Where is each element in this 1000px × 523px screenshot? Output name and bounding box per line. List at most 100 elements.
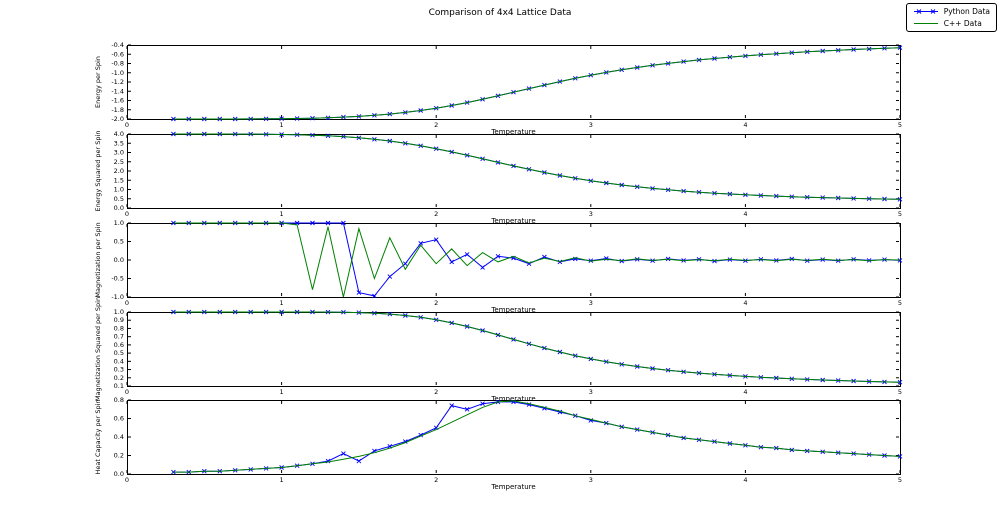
legend-item-cpp: C++ Data [913, 19, 990, 28]
y-tick-label: 0.0 [114, 204, 124, 212]
y-tick-label: -0.5 [111, 275, 124, 283]
y-tick-label: 0.8 [114, 324, 124, 332]
x-axis-label: Temperature [490, 128, 535, 136]
legend-label-cpp: C++ Data [943, 19, 982, 28]
x-tick-label: 3 [589, 299, 593, 307]
cpp-series-line [173, 47, 901, 120]
x-tick-label: 2 [434, 210, 438, 218]
x-tick-label: 2 [434, 121, 438, 129]
legend: Python Data C++ Data [905, 3, 997, 32]
y-axis-label: Heat Capacity per Spin [94, 400, 102, 475]
y-tick-label: 0.4 [114, 433, 124, 441]
x-tick-label: 1 [280, 121, 284, 129]
y-tick-label: 0.8 [114, 396, 124, 404]
python-series-markers [171, 45, 903, 122]
x-tick-label: 5 [898, 476, 902, 484]
y-tick-label: 0.1 [114, 382, 124, 390]
x-tick-label: 3 [589, 210, 593, 218]
cpp-series-line [173, 222, 901, 298]
subplot-heat-capacity: 0.0 0.2 0.4 0.6 0.8 0 1 2 3 4 5 Heat Capacity per S… [94, 396, 903, 491]
x-tick-label: 2 [434, 476, 438, 484]
x-axis-label: Temperature [490, 306, 535, 314]
y-tick-label: 0.7 [114, 333, 124, 341]
y-axis-label: Energy Squared per Spin [94, 131, 102, 212]
cpp-line-swatch [913, 23, 938, 24]
y-tick-label: 0.5 [114, 349, 124, 357]
cpp-series-line [173, 133, 901, 200]
python-line-swatch [913, 9, 938, 14]
x-axis-label: Temperature [490, 395, 535, 403]
y-tick-label: 1.0 [114, 308, 124, 316]
y-tick-label: 1.0 [114, 186, 124, 194]
axes-frame [127, 312, 901, 387]
cpp-series-line [173, 311, 901, 383]
python-series-line [173, 133, 901, 200]
y-tick-label: -2.0 [111, 115, 124, 123]
x-marker-icon [916, 9, 936, 14]
x-tick-label: 3 [589, 121, 593, 129]
y-tick-label: 0.0 [114, 470, 124, 478]
y-tick-label: 0.2 [114, 374, 124, 382]
x-tick-label: 1 [280, 476, 284, 484]
y-axis-label: Magnetization per Spin [94, 222, 102, 297]
y-tick-label: -1.0 [111, 69, 124, 77]
x-tick-label: 3 [589, 476, 593, 484]
x-tick-label: 1 [280, 388, 284, 396]
y-tick-label: 4.0 [114, 130, 124, 138]
y-tick-label: 0.5 [114, 195, 124, 203]
y-tick-label: -1.4 [111, 87, 124, 95]
y-tick-label: 3.0 [114, 149, 124, 157]
y-tick-label: 2.5 [114, 158, 124, 166]
python-series-markers [171, 399, 903, 475]
x-tick-label: 4 [743, 476, 747, 484]
y-axis-label: Energy per Spin [94, 56, 102, 108]
x-tick-label: 2 [434, 299, 438, 307]
x-tick-label: 4 [743, 388, 747, 396]
x-tick-label: 2 [434, 388, 438, 396]
y-tick-label: -1.6 [111, 97, 124, 105]
y-tick-label: -1.8 [111, 106, 124, 114]
y-tick-label: -1.0 [111, 293, 124, 301]
python-series-line [173, 311, 901, 383]
x-tick-label: 4 [743, 299, 747, 307]
y-tick-label: -0.8 [111, 60, 124, 68]
python-series-markers [171, 309, 903, 385]
y-tick-label: 1.0 [114, 219, 124, 227]
x-tick-label: 3 [589, 388, 593, 396]
x-tick-label: 0 [125, 476, 129, 484]
x-tick-label: 5 [898, 121, 902, 129]
figure-title: Comparison of 4x4 Lattice Data [428, 8, 572, 18]
x-tick-label: 0 [125, 210, 129, 218]
axes-frame [127, 400, 901, 475]
x-tick-label: 4 [743, 210, 747, 218]
y-tick-label: 0.6 [114, 415, 124, 423]
y-axis-label: Magnetization Squared per Spin [94, 297, 102, 401]
y-tick-label: 0.3 [114, 366, 124, 374]
python-series-line [173, 47, 901, 120]
x-tick-label: 0 [125, 121, 129, 129]
x-tick-label: 1 [280, 210, 284, 218]
x-tick-label: 5 [898, 388, 902, 396]
y-tick-label: -1.2 [111, 78, 124, 86]
x-tick-label: 0 [125, 388, 129, 396]
subplot-energy: -2.0-1.8-1.6 -1.4-1.2-1.0-0.8 -0.6-0.4 0 1 2 3… [94, 41, 903, 136]
y-tick-label: 2.0 [114, 167, 124, 175]
y-tick-label: -0.4 [111, 41, 124, 49]
x-tick-label: 5 [898, 210, 902, 218]
subplot-magnetization-squared: 0.10.20.30.40.50.60.70.80.91.00 1 2 3 4 5Magn… [94, 297, 903, 403]
python-series-markers [171, 131, 903, 202]
y-tick-label: 0.5 [114, 238, 124, 246]
y-tick-label: 0.6 [114, 341, 124, 349]
axes-frame [127, 223, 901, 298]
y-tick-label: 0.9 [114, 316, 124, 324]
axes-frame [127, 134, 901, 209]
x-axis-label: Temperature [490, 483, 535, 491]
x-tick-label: 1 [280, 299, 284, 307]
subplot-energy-squared: 0.00.51.01.52.02.53.03.54.00 1 2 3 4 5Energy … [94, 130, 903, 225]
x-tick-label: 0 [125, 299, 129, 307]
python-series-line [173, 401, 901, 473]
y-tick-label: 0.4 [114, 357, 124, 365]
